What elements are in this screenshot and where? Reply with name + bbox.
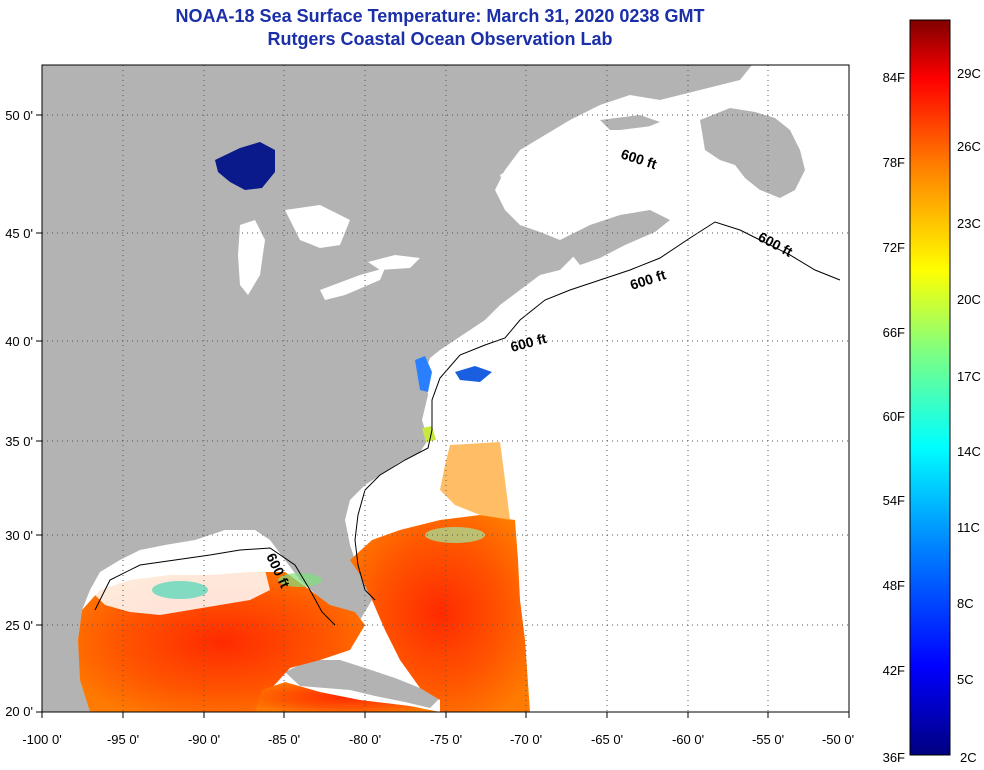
land-anticosti: [600, 115, 660, 130]
cb-c-label: 23C: [957, 216, 981, 231]
sst-cool-spot: [425, 527, 485, 543]
cb-c-label: 26C: [957, 139, 981, 154]
lake-ontario: [368, 255, 420, 270]
sst-new-york-bight: [455, 366, 492, 382]
cb-f-label: 72F: [883, 240, 905, 255]
land-cuba: [285, 660, 440, 708]
sst-cool-spot: [278, 573, 322, 587]
cb-f-label: 36F: [883, 750, 905, 765]
lon-label: -55 0': [752, 732, 784, 747]
st-lawrence-gulf: [500, 125, 700, 215]
lon-label: -60 0': [672, 732, 704, 747]
cb-c-label: 20C: [957, 292, 981, 307]
cb-f-label: 60F: [883, 409, 905, 424]
lon-label: -85 0': [268, 732, 300, 747]
land-nova-scotia: [560, 210, 670, 265]
isobath-600ft-east: [354, 221, 841, 601]
map-title: NOAA-18 Sea Surface Temperature: March 3…: [175, 6, 705, 26]
colorbar-fahrenheit-labels: 84F 78F 72F 66F 60F 54F 48F 42F 36F: [883, 70, 905, 765]
axis-ticks: [36, 114, 850, 718]
cb-c-label: 5C: [957, 672, 974, 687]
lon-label: -70 0': [510, 732, 542, 747]
cb-c-label: 2C: [960, 750, 977, 765]
cb-c-label: 8C: [957, 596, 974, 611]
lon-label: -75 0': [430, 732, 462, 747]
lat-label: 25 0': [5, 618, 33, 633]
longitude-labels: -100 0' -95 0' -90 0' -85 0' -80 0' -75 …: [22, 732, 854, 747]
lon-label: -100 0': [22, 732, 61, 747]
lake-huron: [285, 205, 350, 248]
cb-c-label: 11C: [957, 520, 980, 535]
sst-caribbean: [255, 682, 440, 712]
cb-c-label: 14C: [957, 444, 981, 459]
lake-michigan: [238, 220, 265, 295]
cb-f-label: 42F: [883, 663, 905, 678]
cb-c-label: 17C: [957, 369, 981, 384]
cb-f-label: 66F: [883, 325, 905, 340]
sst-atlantic-warm: [350, 515, 530, 712]
lon-label: -90 0': [188, 732, 220, 747]
cb-f-label: 48F: [883, 578, 905, 593]
land-north-america: [42, 65, 752, 712]
lake-erie: [320, 268, 385, 300]
sst-lake-superior: [215, 142, 275, 190]
lat-label: 40 0': [5, 334, 33, 349]
sst-chesapeake: [415, 356, 432, 392]
lat-label: 45 0': [5, 226, 33, 241]
colorbar: [909, 19, 951, 756]
land-newfoundland: [700, 108, 805, 198]
sst-atlantic-north: [440, 442, 510, 520]
map-subtitle: Rutgers Coastal Ocean Observation Lab: [267, 29, 613, 49]
lat-label: 35 0': [5, 434, 33, 449]
cb-f-label: 54F: [883, 493, 905, 508]
latitude-labels: 50 0' 45 0' 40 0' 35 0' 30 0' 25 0' 20 0…: [5, 108, 33, 719]
cb-f-label: 84F: [883, 70, 905, 85]
isobath-600ft-gulf: [94, 547, 336, 626]
lat-label: 50 0': [5, 108, 33, 123]
lat-label: 30 0': [5, 528, 33, 543]
lat-label: 20 0': [5, 704, 33, 719]
lon-label: -95 0': [107, 732, 139, 747]
lon-label: -65 0': [591, 732, 623, 747]
cb-f-label: 78F: [883, 155, 905, 170]
cb-c-label: 29C: [957, 66, 981, 81]
colorbar-celsius-labels: 29C 26C 23C 20C 17C 14C 11C 8C 5C 2C: [957, 66, 981, 765]
sst-cool-spot: [152, 581, 208, 599]
lon-label: -80 0': [349, 732, 381, 747]
lon-label: -50 0': [822, 732, 854, 747]
